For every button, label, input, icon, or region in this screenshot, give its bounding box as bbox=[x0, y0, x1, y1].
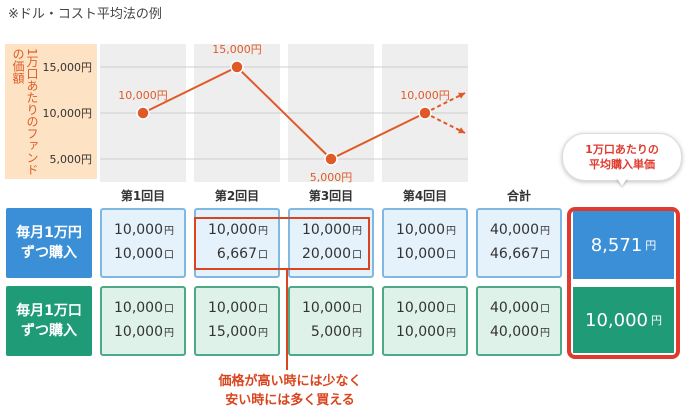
result-yen: 8,571 円 bbox=[573, 211, 674, 279]
y-tick-label: 10,000円 bbox=[42, 107, 93, 120]
projection-arrowhead bbox=[458, 127, 465, 134]
table-cell: 10,000円 20,000口 bbox=[288, 208, 374, 278]
cell-amount: 10,000円 bbox=[208, 222, 268, 238]
y-tick-label: 15,000円 bbox=[42, 61, 93, 74]
callout-line1: 価格が高い時には少なく bbox=[218, 374, 362, 389]
table-cell: 10,000口 10,000円 bbox=[382, 286, 468, 356]
row-header-units-line2: ずつ購入 bbox=[21, 323, 77, 339]
data-point bbox=[418, 106, 432, 120]
callout-line2: 安い時には多く買える bbox=[225, 393, 355, 408]
cell-units: 10,000口 bbox=[114, 246, 174, 262]
table-cell: 10,000口 15,000円 bbox=[194, 286, 280, 356]
cell-units: 10,000口 bbox=[302, 300, 362, 316]
callout-text: 価格が高い時には少なく 安い時には多く買える bbox=[190, 372, 390, 410]
data-point bbox=[136, 106, 150, 120]
y-axis-label: 1万口あたりのファンドの価額 bbox=[11, 48, 39, 176]
data-point bbox=[230, 60, 244, 74]
column-header-total: 合計 bbox=[506, 189, 531, 203]
cell-units: 10,000口 bbox=[396, 300, 456, 316]
cell-units: 46,667口 bbox=[490, 246, 550, 262]
series-line bbox=[142, 65, 426, 161]
y-tick-label: 5,000円 bbox=[49, 153, 93, 166]
cell-amount: 40,000円 bbox=[490, 222, 550, 238]
highlight-box bbox=[194, 217, 370, 270]
bubble-tail bbox=[616, 177, 628, 186]
projection-line bbox=[430, 92, 466, 111]
row-header-units: 毎月1万口 ずつ購入 bbox=[6, 286, 92, 356]
result-frame bbox=[567, 207, 680, 359]
result-units: 10,000 円 bbox=[573, 287, 674, 353]
data-label: 10,000円 bbox=[400, 89, 450, 102]
data-point bbox=[324, 152, 338, 166]
cell-units: 10,000口 bbox=[114, 300, 174, 316]
bubble-line1: 1万口あたりの bbox=[585, 143, 659, 156]
table-cell: 10,000円 6,667口 bbox=[194, 208, 280, 278]
cell-amount: 5,000円 bbox=[310, 324, 362, 340]
row-header-yen-line2: ずつ購入 bbox=[21, 245, 77, 261]
data-label: 5,000円 bbox=[309, 171, 353, 184]
cell-amount: 10,000円 bbox=[396, 222, 456, 238]
column-header-2: 第2回目 bbox=[214, 189, 260, 203]
table-cell: 10,000口 10,000円 bbox=[100, 286, 186, 356]
row-header-yen-line1: 毎月1万円 bbox=[16, 225, 82, 241]
bubble-line2: 平均購入単価 bbox=[589, 158, 655, 171]
table-cell: 10,000円 10,000口 bbox=[382, 208, 468, 278]
row-header-yen: 毎月1万円 ずつ購入 bbox=[6, 208, 92, 278]
projection-arrowhead bbox=[458, 92, 465, 99]
cell-amount: 10,000円 bbox=[114, 222, 174, 238]
cell-units: 40,000口 bbox=[490, 300, 550, 316]
cell-amount: 15,000円 bbox=[208, 324, 268, 340]
column-header-4: 第4回目 bbox=[402, 189, 448, 203]
cell-units: 10,000口 bbox=[208, 300, 268, 316]
cell-amount: 40,000円 bbox=[490, 324, 550, 340]
cell-amount: 10,000円 bbox=[302, 222, 362, 238]
cell-amount: 10,000円 bbox=[114, 324, 174, 340]
example-note: ※ドル・コスト平均法の例 bbox=[8, 7, 162, 22]
table-cell-total: 40,000口 40,000円 bbox=[476, 286, 562, 356]
table-cell: 10,000円 10,000口 bbox=[100, 208, 186, 278]
highlight-connector bbox=[286, 270, 288, 370]
y-axis-label-background bbox=[5, 44, 97, 179]
data-label: 15,000円 bbox=[212, 43, 262, 56]
column-header-3: 第3回目 bbox=[308, 189, 354, 203]
cell-units: 10,000口 bbox=[396, 246, 456, 262]
cell-units: 20,000口 bbox=[302, 246, 362, 262]
projection-line bbox=[430, 115, 466, 134]
cell-units: 6,667口 bbox=[216, 246, 268, 262]
data-label: 10,000円 bbox=[118, 89, 168, 102]
cell-amount: 10,000円 bbox=[396, 324, 456, 340]
column-header-1: 第1回目 bbox=[120, 189, 166, 203]
table-cell: 10,000口 5,000円 bbox=[288, 286, 374, 356]
table-cell-total: 40,000円 46,667口 bbox=[476, 208, 562, 278]
average-price-bubble: 1万口あたりの 平均購入単価 bbox=[562, 133, 682, 181]
row-header-units-line1: 毎月1万口 bbox=[16, 303, 82, 319]
